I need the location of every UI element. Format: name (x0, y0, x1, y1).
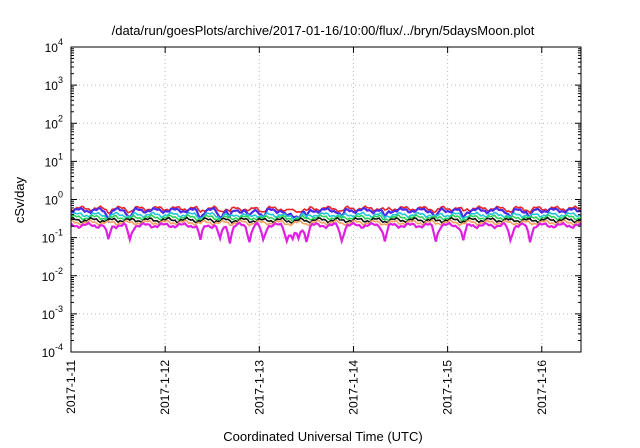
y-tick-label: 104 (45, 37, 63, 55)
y-tick-label: 10-4 (42, 342, 63, 360)
tick-marks (70, 46, 581, 353)
series-group (70, 205, 582, 245)
x-tick-label: 2017-1-14 (346, 360, 360, 415)
chart-title: /data/run/goesPlots/archive/2017-01-16/1… (112, 23, 535, 38)
y-tick-label: 102 (45, 113, 63, 131)
x-tick-label: 2017-1-12 (158, 360, 172, 415)
series-line (70, 216, 582, 225)
series-line (71, 206, 582, 224)
series-line (70, 218, 582, 227)
y-tick-label: 10-3 (42, 304, 63, 322)
x-tick-label: 2017-1-16 (535, 360, 549, 415)
y-tick-label: 101 (45, 151, 63, 169)
y-tick-label: 100 (45, 190, 63, 208)
y-tick-labels: 10-4 10-3 10-2 10-1 100 101 102 103 104 (42, 37, 63, 360)
y-axis-label: cSv/day (12, 176, 27, 223)
series-line (70, 221, 582, 245)
series-line (70, 213, 582, 224)
x-axis-label: Coordinated Universal Time (UTC) (223, 429, 422, 444)
x-tick-labels: 2017-1-11 2017-1-12 2017-1-13 2017-1-14 2017… (64, 360, 549, 415)
x-tick-label: 2017-1-13 (252, 360, 266, 415)
y-tick-label: 10-1 (42, 228, 63, 246)
y-tick-label: 10-2 (42, 266, 63, 284)
y-tick-label: 103 (45, 75, 63, 93)
x-tick-label: 2017-1-15 (441, 360, 455, 415)
x-tick-label: 2017-1-11 (64, 360, 78, 414)
series-line (70, 211, 582, 221)
grid-lines (71, 47, 581, 352)
